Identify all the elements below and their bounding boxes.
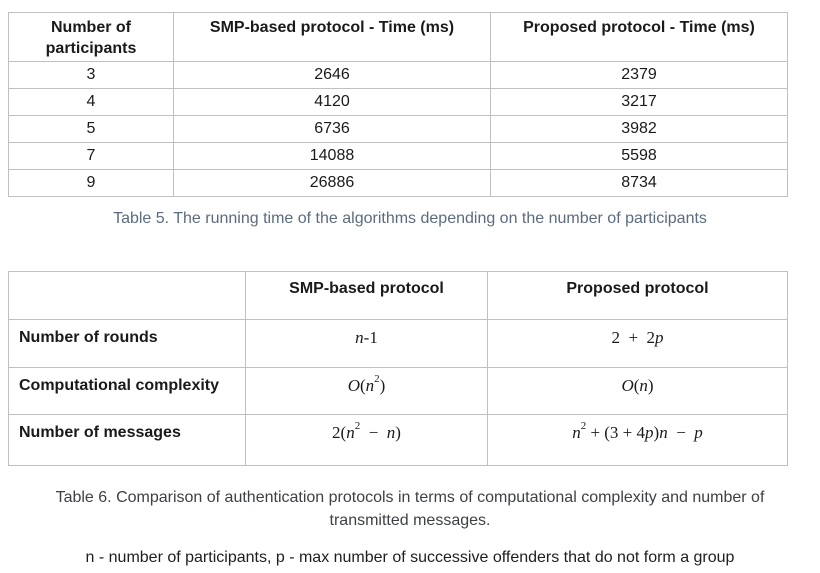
table5-col-participants: Number of participants bbox=[8, 12, 174, 62]
document-page: Number of participants SMP-based protoco… bbox=[0, 12, 820, 567]
table5-header-row: Number of participants SMP-based protoco… bbox=[8, 12, 788, 62]
row-label: Computational complexity bbox=[8, 367, 246, 415]
table-cell: 5598 bbox=[490, 142, 788, 170]
table6-complexity-comparison: SMP-based protocol Proposed protocol Num… bbox=[8, 271, 788, 466]
table-cell: 4120 bbox=[173, 88, 491, 116]
table-cell: 3982 bbox=[490, 115, 788, 143]
table6-col-empty bbox=[8, 271, 246, 320]
table-cell: 2646 bbox=[173, 61, 491, 89]
table-cell: 8734 bbox=[490, 169, 788, 197]
table5-row: 5 6736 3982 bbox=[8, 115, 788, 143]
table-cell: 3 bbox=[8, 61, 174, 89]
table-cell: 6736 bbox=[173, 115, 491, 143]
table-cell: 5 bbox=[8, 115, 174, 143]
row-label: Number of messages bbox=[8, 414, 246, 466]
table-cell: 9 bbox=[8, 169, 174, 197]
table5-row: 3 2646 2379 bbox=[8, 61, 788, 89]
table5-caption: Table 5. The running time of the algorit… bbox=[113, 210, 707, 227]
table5-col-proposed-time: Proposed protocol - Time (ms) bbox=[490, 12, 788, 62]
table6-col-proposed: Proposed protocol bbox=[487, 271, 788, 320]
table-cell: 7 bbox=[8, 142, 174, 170]
table6-row-rounds: Number of rounds n-1 2 + 2p bbox=[8, 319, 788, 368]
table6-row-messages: Number of messages 2(n2 − n) n2 + (3 + 4… bbox=[8, 414, 788, 466]
table-cell: 26886 bbox=[173, 169, 491, 197]
formula-cell: n-1 bbox=[245, 319, 488, 368]
table5-row: 4 4120 3217 bbox=[8, 88, 788, 116]
table5-col-smp-time: SMP-based protocol - Time (ms) bbox=[173, 12, 491, 62]
table6-col-smp: SMP-based protocol bbox=[245, 271, 488, 320]
formula-cell: 2(n2 − n) bbox=[245, 414, 488, 466]
table6-header-row: SMP-based protocol Proposed protocol bbox=[8, 271, 788, 320]
formula-cell: 2 + 2p bbox=[487, 319, 788, 368]
row-label: Number of rounds bbox=[8, 319, 246, 368]
table-cell: 3217 bbox=[490, 88, 788, 116]
formula-cell: n2 + (3 + 4p)n − p bbox=[487, 414, 788, 466]
formula-cell: O(n2) bbox=[245, 367, 488, 415]
table6-caption: Table 6. Comparison of authentication pr… bbox=[55, 489, 765, 529]
table6-row-complexity: Computational complexity O(n2) O(n) bbox=[8, 367, 788, 415]
table5-row: 9 26886 8734 bbox=[8, 169, 788, 197]
definitions-note: n - number of participants, p - max numb… bbox=[85, 549, 735, 566]
table5-running-time: Number of participants SMP-based protoco… bbox=[8, 12, 788, 197]
table-cell: 4 bbox=[8, 88, 174, 116]
table5-row: 7 14088 5598 bbox=[8, 142, 788, 170]
table-cell: 2379 bbox=[490, 61, 788, 89]
table-cell: 14088 bbox=[173, 142, 491, 170]
formula-cell: O(n) bbox=[487, 367, 788, 415]
